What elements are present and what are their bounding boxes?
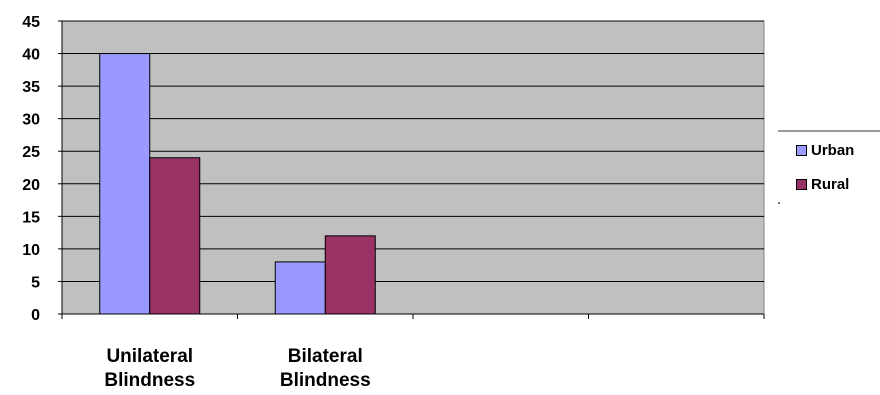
bar-rural	[324, 235, 376, 315]
legend-item-urban: Urban	[796, 142, 854, 159]
legend-swatch-urban	[796, 145, 807, 156]
x-tick-label-line: Blindness	[280, 370, 371, 390]
y-tick-label: 35	[22, 79, 40, 96]
legend-label-urban: Urban	[811, 142, 855, 159]
legend-divider	[778, 130, 880, 132]
x-tick-label: Bilateral Blindness	[280, 346, 371, 390]
bar-rural	[149, 157, 201, 315]
bar-urban	[99, 53, 151, 315]
y-tick-label: 10	[22, 242, 40, 259]
x-tick-label-line: Unilateral	[106, 346, 193, 367]
y-tick-label: 5	[31, 274, 40, 291]
x-tick-label-line: Bilateral	[288, 346, 363, 367]
legend-item-rural: Rural	[796, 176, 849, 193]
y-tick-label: 30	[22, 112, 40, 129]
y-tick-label: 40	[22, 47, 40, 64]
legend: Urban Rural	[778, 130, 880, 206]
y-tick-label: 45	[22, 14, 40, 31]
y-tick-label: 15	[22, 209, 40, 226]
legend-label-rural: Rural	[811, 176, 850, 193]
legend-marker	[778, 202, 780, 204]
bar-urban	[274, 261, 326, 315]
y-tick-label: 20	[22, 177, 40, 194]
y-tick-label: 0	[31, 307, 40, 324]
x-tick-label-line: Blindness	[104, 370, 195, 390]
y-tick-label: 25	[22, 144, 40, 161]
x-tick-label: Unilateral Blindness	[104, 346, 195, 390]
legend-swatch-rural	[796, 179, 807, 190]
